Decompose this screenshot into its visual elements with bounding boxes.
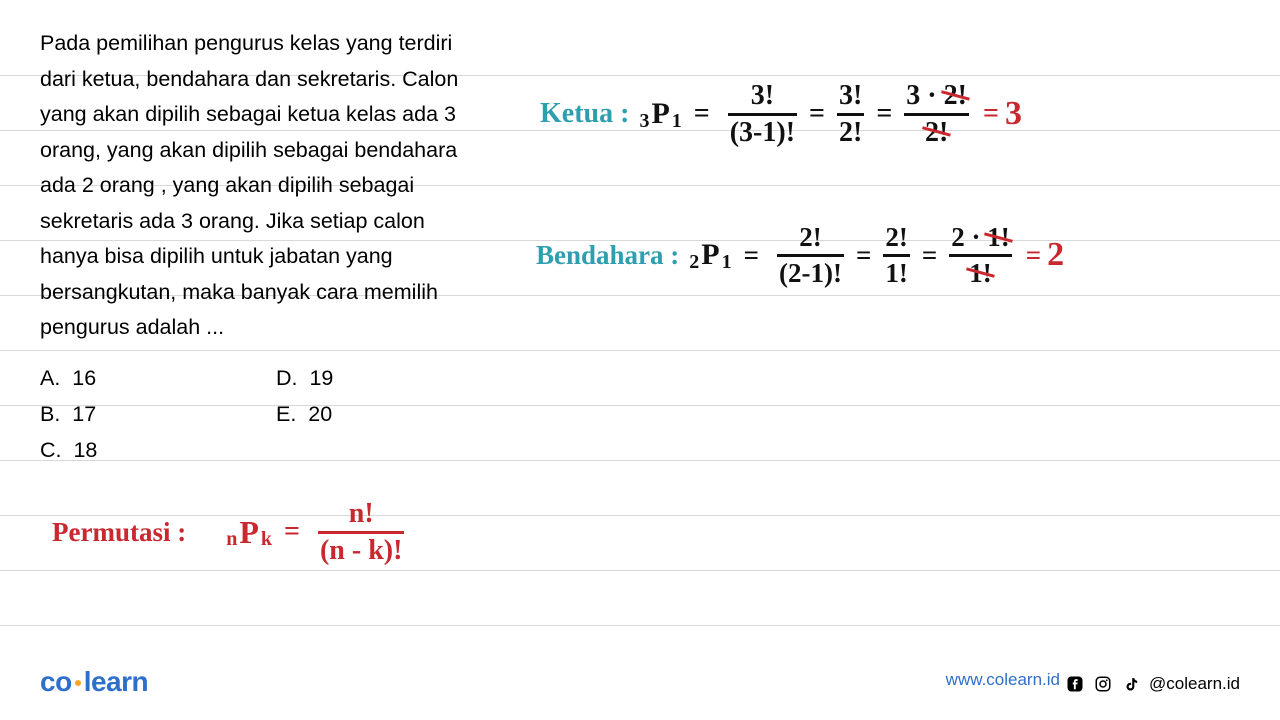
- ketua-section: Ketua : 3 P 1 = 3! (3-1)! = 3! 2! = 3 · …: [540, 82, 1022, 147]
- option-c: C. 18: [40, 438, 270, 463]
- facebook-icon: [1065, 674, 1085, 694]
- instagram-icon: [1093, 674, 1113, 694]
- option-a: A. 16: [40, 366, 270, 391]
- option-d: D. 19: [276, 366, 333, 390]
- permutasi-formula: Permutasi : n P k = n! (n - k)!: [52, 500, 410, 565]
- social-handles: @colearn.id: [1065, 674, 1240, 694]
- option-e: E. 20: [276, 402, 332, 426]
- bendahara-section: Bendahara : 2 P 1 = 2! (2-1)! = 2! 1! = …: [536, 224, 1064, 287]
- tiktok-icon: [1121, 674, 1141, 694]
- option-b: B. 17: [40, 402, 270, 427]
- site-url: www.colearn.id: [946, 670, 1060, 690]
- brand-logo: colearn: [40, 666, 148, 698]
- answer-options: A. 16 D. 19 B. 17 E. 20 C. 18: [40, 366, 470, 474]
- question-text: Pada pemilihan pengurus kelas yang terdi…: [40, 26, 470, 346]
